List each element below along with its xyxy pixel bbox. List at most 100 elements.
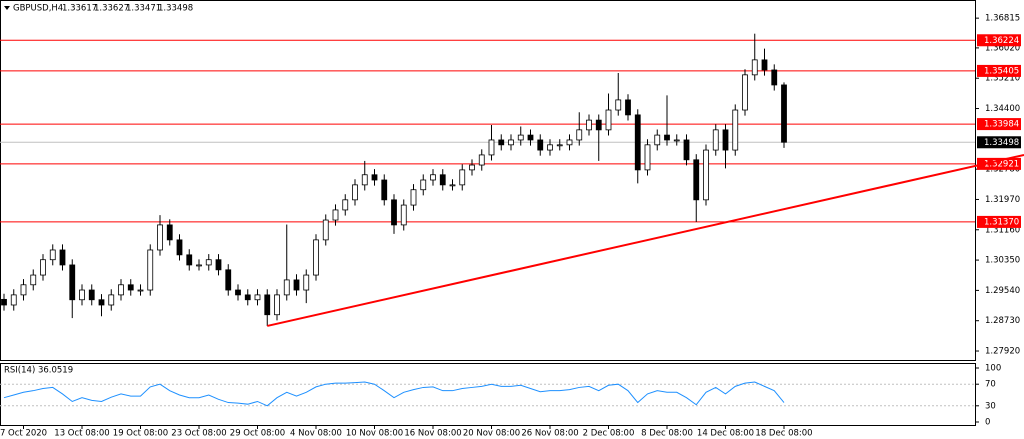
- level-label-bg: [977, 34, 1021, 47]
- candle-body: [781, 84, 787, 143]
- candle-body: [371, 174, 378, 181]
- candle-body: [20, 284, 27, 296]
- candle-body: [108, 294, 115, 306]
- candle-body: [634, 114, 641, 171]
- candle-body: [547, 144, 553, 151]
- candle-body: [10, 294, 17, 306]
- candle-body: [605, 109, 612, 131]
- candle-body: [625, 99, 631, 116]
- candle-body: [79, 289, 85, 301]
- candle-body: [498, 139, 505, 146]
- candle-body: [196, 264, 202, 267]
- candle-body: [595, 119, 602, 131]
- candle-body: [761, 59, 768, 71]
- candle-body: [410, 189, 417, 206]
- x-tick-label: 14 Dec 08:00: [697, 429, 754, 439]
- candle-body: [469, 164, 475, 171]
- y-tick-label: 1.31970: [985, 195, 1020, 205]
- y-tick-label: 1.34400: [985, 104, 1020, 114]
- candle-body: [576, 129, 583, 141]
- main-panel: [0, 0, 976, 361]
- candle-body: [59, 249, 66, 266]
- x-tick-label: 16 Nov 08:00: [404, 429, 461, 439]
- candle-body: [264, 294, 271, 316]
- candle-body: [176, 239, 183, 256]
- last-price-label: 1.33498: [984, 138, 1019, 148]
- ohlc-high: 1.33627: [94, 4, 129, 14]
- x-tick-label: 7 Oct 2020: [0, 429, 47, 439]
- y-tick-label: 1.31160: [985, 225, 1020, 235]
- candle-body: [439, 174, 446, 186]
- level-label: 1.36224: [984, 36, 1019, 46]
- rsi-y-tick-label: 100: [985, 364, 1001, 374]
- candle-body: [147, 249, 154, 291]
- y-tick-label: 1.28730: [985, 316, 1020, 326]
- candle-body: [49, 249, 56, 261]
- x-tick-label: 2 Dec 08:00: [583, 429, 635, 439]
- candle-body: [420, 179, 427, 191]
- candle-body: [732, 109, 739, 151]
- rsi-y-tick-label: 30: [985, 401, 996, 411]
- candle-body: [537, 139, 544, 151]
- candle-body: [118, 284, 124, 296]
- candle-body: [254, 294, 261, 301]
- rsi-y-tick-label: 70: [985, 380, 996, 390]
- rsi-line: [3, 381, 785, 407]
- candle-body: [274, 294, 280, 316]
- ohlc-close: 1.33498: [158, 4, 193, 14]
- y-tick-label: 1.27920: [985, 347, 1020, 357]
- candle-body: [322, 219, 329, 241]
- candle-body: [722, 129, 729, 151]
- y-tick-label: 1.30350: [985, 256, 1020, 266]
- candle-body: [225, 269, 232, 291]
- rsi-y-tick-label: 0: [985, 418, 990, 428]
- candle-body: [478, 154, 485, 166]
- candle-body: [332, 209, 339, 221]
- candle-body: [235, 289, 241, 296]
- candle-body: [615, 99, 622, 111]
- candle-body: [644, 144, 651, 171]
- candle-body: [527, 134, 534, 141]
- level-label: 1.33984: [984, 120, 1019, 130]
- candle-body: [98, 299, 105, 306]
- x-tick-label: 26 Nov 08:00: [521, 429, 578, 439]
- level-label-bg: [977, 215, 1021, 228]
- y-tick-label: 1.36020: [985, 43, 1020, 53]
- candle-body: [771, 69, 778, 86]
- candle-body: [40, 259, 46, 276]
- candle-body: [157, 224, 163, 251]
- candle-body: [244, 294, 251, 301]
- candle-body: [556, 144, 563, 147]
- candle-body: [449, 184, 456, 187]
- menu-arrow[interactable]: [4, 6, 10, 10]
- last-price-bg: [977, 136, 1021, 149]
- candle-body: [664, 134, 670, 141]
- candle-body: [30, 274, 37, 286]
- candle-body: [586, 119, 592, 131]
- candle-body: [459, 169, 466, 186]
- candle-body: [391, 199, 397, 226]
- candle-body: [703, 149, 709, 201]
- level-label-bg: [977, 118, 1021, 131]
- candle-body: [313, 239, 319, 276]
- x-tick-label: 19 Oct 08:00: [113, 429, 168, 439]
- candle-body: [166, 224, 173, 241]
- rsi-panel: [0, 363, 976, 426]
- x-tick-label: 4 Nov 08:00: [290, 429, 342, 439]
- level-label: 1.32921: [984, 159, 1019, 169]
- y-tick-label: 1.29540: [985, 286, 1020, 296]
- candle-body: [683, 139, 690, 161]
- symbol: GBPUSD,H4: [13, 4, 63, 14]
- candle-body: [1, 298, 7, 306]
- candle-body: [69, 264, 76, 301]
- candle-body: [751, 59, 758, 76]
- candle-body: [430, 174, 436, 181]
- y-tick-label: 1.35210: [985, 74, 1020, 84]
- x-tick-label: 29 Oct 08:00: [230, 429, 285, 439]
- x-tick-label: 23 Oct 08:00: [171, 429, 226, 439]
- candle-body: [215, 259, 222, 271]
- x-tick-label: 13 Oct 08:00: [54, 429, 109, 439]
- candle-body: [303, 274, 310, 291]
- candle-body: [742, 74, 748, 111]
